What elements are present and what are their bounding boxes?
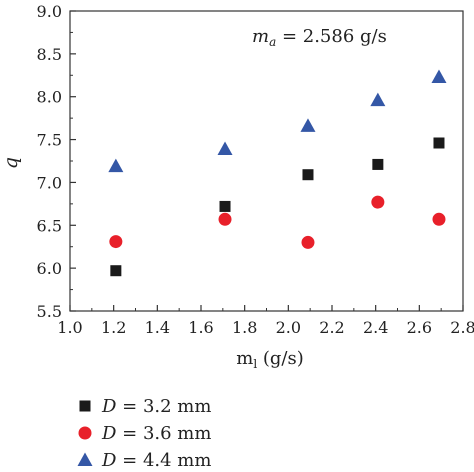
- y-tick-label: 9.0: [37, 2, 62, 21]
- x-tick-label: 1.0: [57, 318, 82, 337]
- legend-entry: D = 3.2 mm: [101, 396, 211, 417]
- annotation-rest: = 2.586 g/s: [276, 26, 387, 47]
- y-axis-label: q: [0, 157, 22, 169]
- x-tick-label: 1.6: [188, 318, 213, 337]
- legend-circle-marker: [78, 426, 92, 440]
- circle-point: [432, 212, 446, 226]
- y-tick-label: 6.5: [37, 216, 62, 235]
- y-tick-label: 6.0: [37, 259, 62, 278]
- x-tick-label: 1.4: [145, 318, 170, 337]
- square-point: [302, 169, 314, 181]
- square-point: [219, 200, 231, 212]
- legend-square-marker: [79, 400, 91, 412]
- x-tick-label: 2.6: [407, 318, 432, 337]
- plot-frame: [69, 10, 464, 312]
- x-axis-label: ml (g/s): [236, 348, 304, 371]
- triangle-point: [108, 158, 124, 173]
- legend-var: D: [101, 423, 117, 444]
- y-tick-label: 5.5: [37, 302, 62, 321]
- legend-entry: D = 3.6 mm: [101, 423, 211, 444]
- annotation-var: m: [252, 26, 269, 47]
- data-points: [108, 69, 447, 277]
- x-tick-label: 1.8: [232, 318, 257, 337]
- legend-value: = 3.6 mm: [116, 423, 211, 444]
- x-tick-label: 2.0: [276, 318, 301, 337]
- x-tick-label: 2.4: [363, 318, 388, 337]
- x-tick-label: 2.2: [319, 318, 344, 337]
- triangle-point: [300, 118, 316, 132]
- legend-value: = 4.4 mm: [116, 450, 211, 471]
- legend-value: = 3.2 mm: [116, 396, 211, 417]
- triangle-point: [431, 69, 447, 83]
- legend-var: D: [101, 396, 117, 417]
- legend: D = 3.2 mmD = 3.6 mmD = 4.4 mm: [77, 396, 211, 471]
- legend-var: D: [101, 450, 117, 471]
- legend-entry: D = 4.4 mm: [101, 450, 211, 471]
- annotation-sub: a: [269, 35, 276, 49]
- y-tick-label: 7.0: [37, 173, 62, 192]
- x-axis: 1.0 1.2 1.4 1.6 1.8 2.0 2.2 2.4 2.6 2.8: [57, 305, 474, 337]
- circle-point: [109, 235, 123, 249]
- x-axis-label-rest: (g/s): [257, 348, 304, 369]
- x-tick-label: 2.8: [450, 318, 474, 337]
- y-tick-label: 8.5: [37, 45, 62, 64]
- y-axis: 5.5 6.0 6.5 7.0 7.5 8.0 8.5 9.0: [37, 2, 76, 321]
- square-point: [110, 265, 122, 277]
- triangle-point: [217, 141, 233, 155]
- circle-point: [371, 195, 385, 209]
- square-point: [433, 137, 445, 149]
- square-point: [372, 158, 384, 170]
- circle-point: [218, 212, 232, 226]
- circle-point: [301, 235, 315, 249]
- y-tick-label: 8.0: [37, 88, 62, 107]
- x-axis-label-sub: l: [253, 357, 257, 371]
- y-tick-label: 7.5: [37, 131, 62, 150]
- x-axis-label-main: m: [236, 348, 253, 369]
- x-tick-label: 1.2: [101, 318, 126, 337]
- legend-triangle-marker: [77, 452, 93, 466]
- annotation: ma = 2.586 g/s: [252, 26, 387, 49]
- triangle-point: [370, 92, 386, 107]
